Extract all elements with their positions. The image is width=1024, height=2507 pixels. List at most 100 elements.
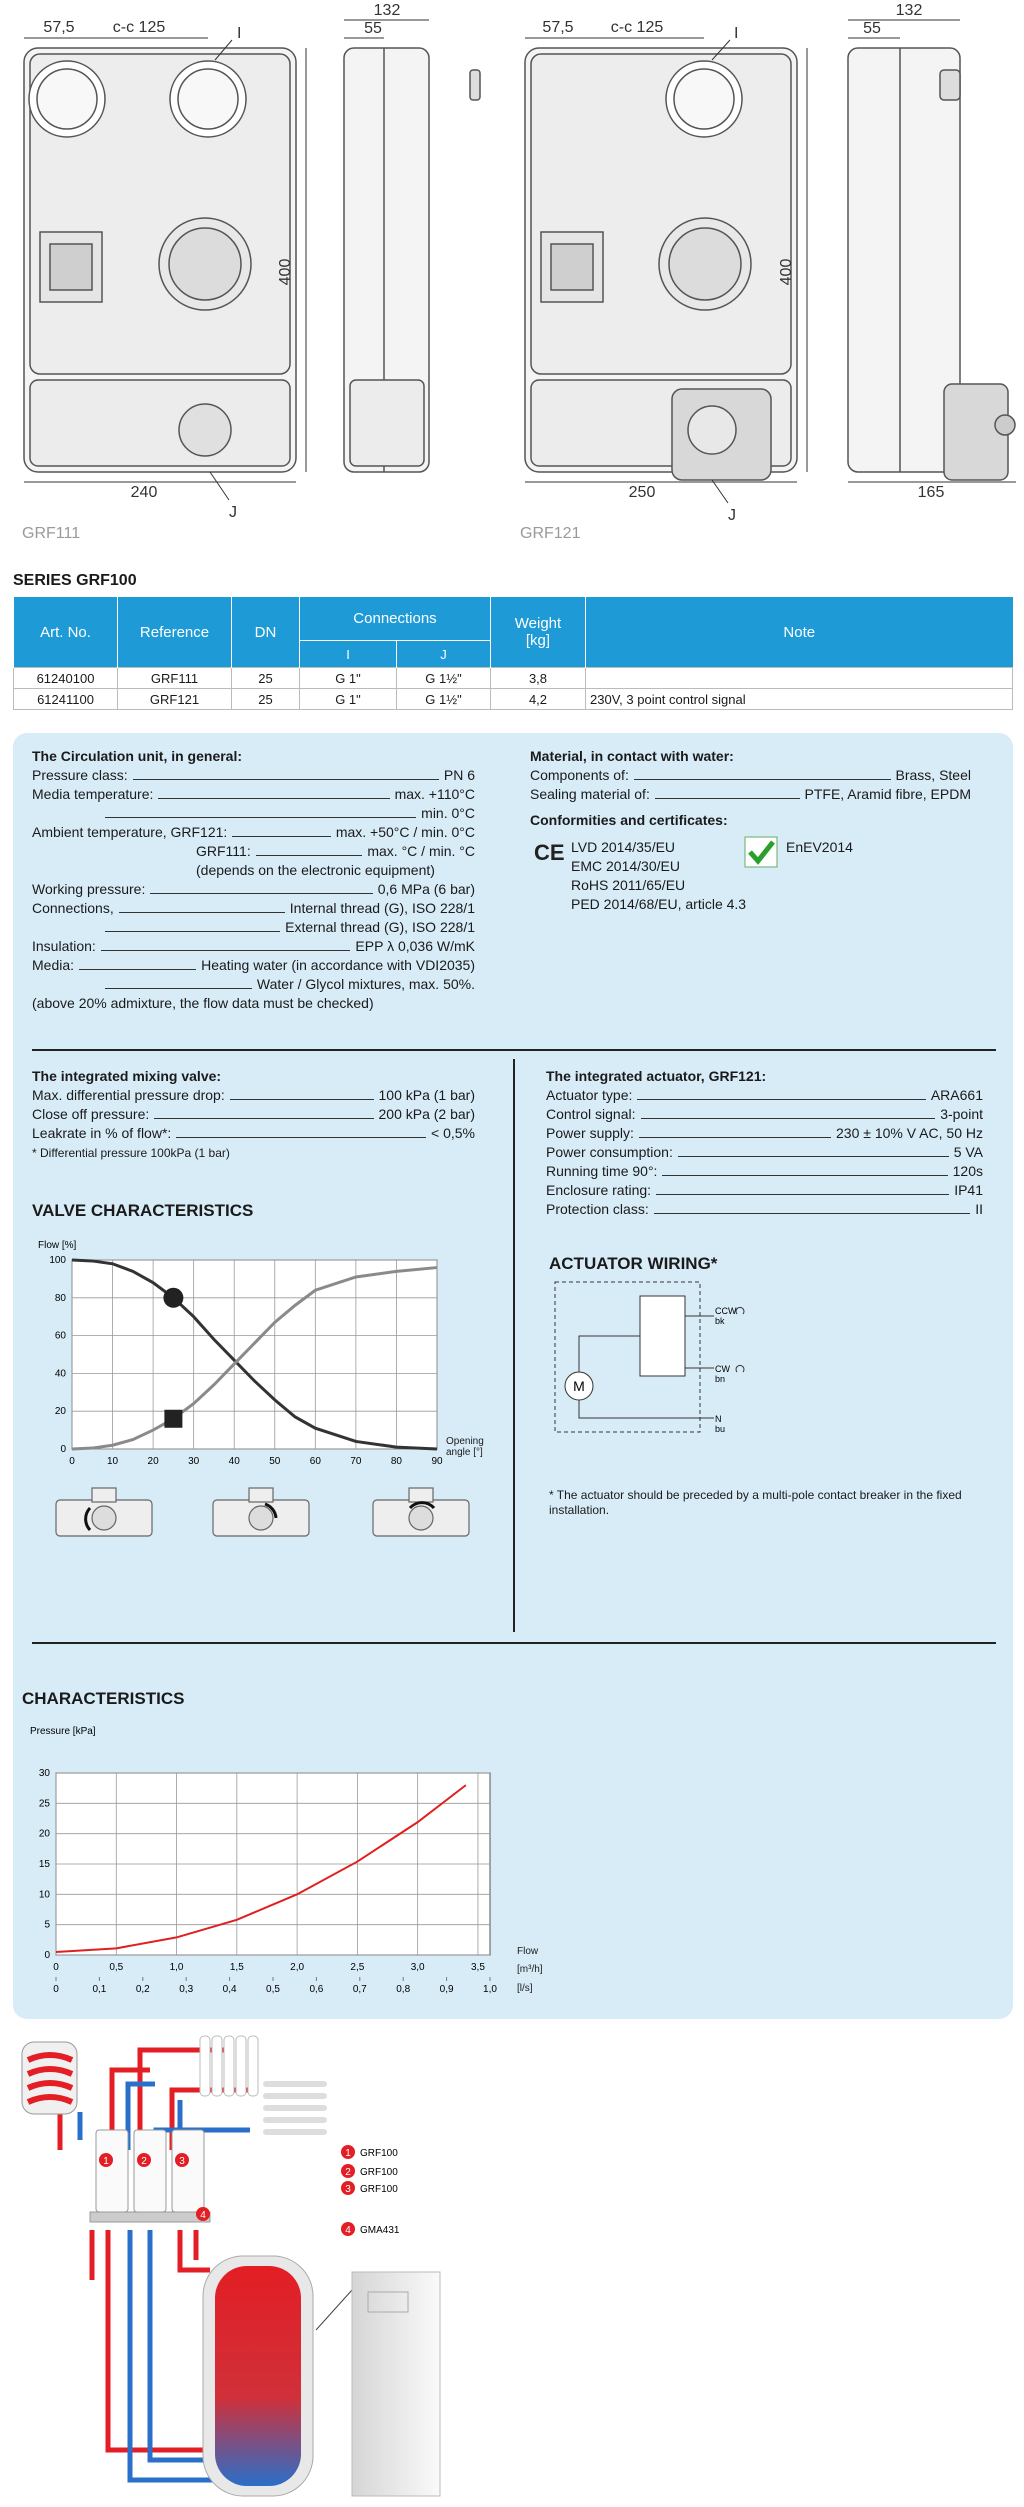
y-tick-label: 80: [55, 1293, 67, 1304]
spec-value: ARA661: [930, 1087, 983, 1103]
spec-label: Leakrate in % of flow*:: [32, 1125, 172, 1141]
spec-row: Protection class: II: [546, 1200, 983, 1219]
divider: [32, 1642, 996, 1644]
spec-value: External thread (G), ISO 228/1: [285, 919, 475, 935]
leader: [105, 805, 417, 818]
spec-value: Heating water (in accordance with VDI203…: [201, 957, 475, 973]
conformity-item: LVD 2014/35/EU: [571, 839, 676, 855]
leader: [154, 1106, 374, 1119]
y-tick-label: 100: [49, 1255, 66, 1266]
conformity-item: EMC 2014/30/EU: [571, 858, 680, 874]
certificate-icon: [744, 836, 778, 868]
spec-value: < 0,5%: [431, 1125, 475, 1141]
series-line: [71, 1266, 438, 1451]
leader: [232, 824, 331, 837]
header-cell: Weight [kg]: [490, 597, 586, 668]
leader: [662, 1163, 948, 1176]
mixing-valve-specs: The integrated mixing valve: Max. differ…: [32, 1067, 475, 1143]
legend-label: GMA431: [360, 2225, 400, 2236]
drawings: 57,5 c-c 125 I 132 55 400 240 J GRF111 5…: [22, 2, 1016, 542]
port-label: I: [734, 25, 738, 42]
series-line: [71, 1258, 438, 1451]
wiring-diagram: M CCW bk CW bn N bu: [554, 1281, 745, 1434]
leader: [633, 767, 891, 780]
spec-value: 100 kPa (1 bar): [378, 1087, 476, 1103]
badge: [175, 2153, 189, 2167]
leader: [677, 1144, 949, 1157]
general-specs: The Circulation unit, in general: Pressu…: [32, 747, 475, 1013]
badge-number: 4: [200, 2210, 206, 2221]
badge: [137, 2153, 151, 2167]
spec-value: min. 0°C: [421, 805, 475, 821]
block-title: The Circulation unit, in general:: [32, 748, 243, 764]
marker: [163, 1287, 184, 1308]
wire-label: bk: [715, 1316, 725, 1326]
block-title: Material, in contact with water:: [530, 748, 734, 764]
legend-number: 1: [345, 2148, 351, 2159]
x2-tick-label: 0,1: [92, 1984, 106, 1995]
dim-label: 132: [896, 2, 923, 19]
sensor-line: [315, 2289, 353, 2331]
actuator-specs: The integrated actuator, GRF121: Actuato…: [546, 1067, 983, 1219]
x-tick-label: 80: [391, 1456, 403, 1467]
x2-tick-label: 0,2: [136, 1984, 150, 1995]
legend-number: 2: [345, 2167, 351, 2178]
legend-label: GRF100: [360, 2184, 398, 2195]
cell: G 1½": [396, 667, 491, 689]
cell: G 1": [299, 667, 397, 689]
valve-chart: 0 20 40 60 80 100 0 10 20 30 40 50 60 70 80 90 Flow [%]: [38, 1240, 443, 1467]
spec-label: Sealing material of:: [530, 786, 650, 802]
spec-row: Power supply: 230 ± 10% V AC, 50 Hz: [546, 1124, 983, 1143]
block-title: The integrated mixing valve:: [32, 1068, 222, 1084]
spec-label: Connections,: [32, 900, 114, 916]
legend-badge: [341, 2145, 355, 2159]
spec-row: Leakrate in % of flow*: < 0,5%: [32, 1124, 475, 1143]
series-title: SERIES GRF100: [13, 572, 137, 589]
spec-label: Running time 90°:: [546, 1163, 658, 1179]
y-axis-label: Flow [%]: [38, 1240, 77, 1251]
header-cell: DN: [231, 597, 300, 668]
drawing-caption: GRF121: [520, 525, 581, 542]
icon-check: [748, 840, 775, 865]
x-tick-label: 40: [229, 1456, 241, 1467]
ce-text: CE: [534, 840, 565, 865]
x-tick-label: 30: [188, 1456, 200, 1467]
spec-value: Brass, Steel: [895, 767, 971, 783]
unit-badges: 1 2 3 4: [99, 2153, 210, 2221]
cell: GRF121: [117, 688, 232, 710]
x-tick-label: 0: [53, 1962, 59, 1973]
spec-row: Media: Heating water (in accordance with …: [32, 956, 475, 975]
port-label: J: [229, 504, 237, 521]
header-cell: J: [396, 640, 491, 668]
spec-label: Actuator type:: [546, 1087, 633, 1103]
spec-row: Actuator type: ARA661: [546, 1086, 983, 1105]
y-axis-label: Pressure [kPa]: [30, 1726, 96, 1737]
x-tick-label: 3,5: [471, 1962, 485, 1973]
floor-heating: [263, 2081, 327, 2135]
spec-label: Media:: [32, 957, 75, 973]
block-title: The integrated actuator, GRF121:: [546, 1068, 767, 1084]
spec-label: Pressure class:: [32, 767, 128, 783]
y-tick-label: 40: [55, 1368, 67, 1379]
x-tick-label: 20: [148, 1456, 160, 1467]
x-tick-label: 0,5: [109, 1962, 123, 1973]
badge: [196, 2207, 210, 2221]
spec-row: Power consumption: 5 VA: [546, 1143, 983, 1162]
motor-label: M: [573, 1378, 585, 1394]
ce-mark: CE: [534, 840, 565, 865]
leader: [150, 881, 373, 894]
x2-axis-unit: [l/s]: [517, 1983, 533, 1994]
spec-row: Water / Glycol mixtures, max. 50%.: [32, 975, 475, 994]
wires: [578, 1315, 714, 1419]
header-cell: Note: [585, 597, 1013, 668]
x-tick-label: 3,0: [411, 1962, 425, 1973]
dim-label: 400: [277, 259, 294, 286]
marker: [164, 1409, 183, 1428]
legend-badge: [341, 2181, 355, 2195]
dim-label: 57,5: [43, 19, 74, 36]
x-tick-label: 2,5: [350, 1962, 364, 1973]
section-title: CHARACTERISTICS: [22, 1689, 185, 1708]
leader: [79, 957, 197, 970]
legend-number: 3: [345, 2184, 351, 2195]
leader: [105, 919, 281, 932]
